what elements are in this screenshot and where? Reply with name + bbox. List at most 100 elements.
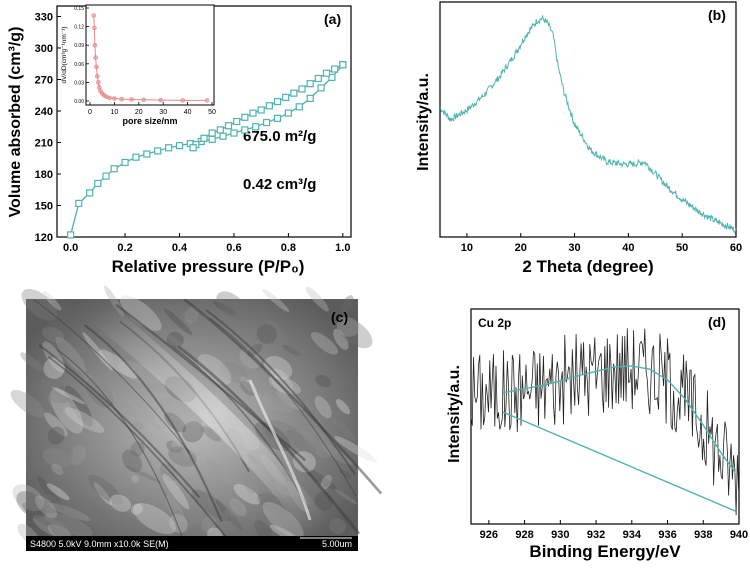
sem-particle: [164, 412, 187, 433]
panel-d-series-label: Cu 2p: [478, 316, 511, 330]
panel-a-point-adsorption: [295, 103, 303, 111]
inset-xlabel: pore size/nm: [122, 116, 177, 126]
sem-particle: [50, 388, 84, 434]
sem-particle: [292, 451, 316, 473]
panel-a-point-adsorption: [110, 165, 118, 173]
inset-point: [92, 42, 98, 48]
sem-particle: [124, 465, 162, 484]
sem-particle: [109, 494, 132, 512]
panel-a-xtick-label: 0.2: [117, 242, 132, 254]
panel-a-point-adsorption: [273, 114, 282, 122]
sem-particle: [244, 478, 259, 494]
sem-particle: [36, 475, 65, 511]
sem-crack: [115, 303, 306, 462]
sem-particle: [224, 503, 239, 518]
panel-d-xtick-label: 936: [658, 529, 676, 541]
sem-particle: [16, 491, 46, 519]
sem-particle: [133, 503, 176, 535]
sem-particle: [276, 388, 305, 410]
panel-a-point-adsorption: [241, 126, 249, 134]
panel-d-xtick-label: 926: [480, 529, 498, 541]
sem-particle: [59, 448, 74, 467]
sem-particle: [163, 308, 193, 336]
sem-scale-label: 5.00um: [322, 539, 352, 549]
panel-a-point-adsorption: [86, 189, 94, 197]
sem-particle: [46, 483, 70, 501]
panel-a-xtick-label: 1.0: [335, 242, 350, 254]
inset-point: [96, 85, 102, 90]
sem-particle: [104, 285, 124, 317]
panel-b-xrd: (b) 2 Theta (degree) Intensity/a.u. 10 20…: [415, 1, 742, 276]
panel-a-point-adsorption: [306, 94, 314, 103]
sem-crack: [47, 355, 231, 542]
sem-particle: [250, 392, 293, 413]
inset-ylabel: dV/dD(cm³g⁻¹nm⁻¹): [61, 26, 68, 83]
sem-particle: [147, 417, 161, 433]
sem-particle: [305, 286, 329, 312]
panel-a-point-desorption: [257, 106, 265, 114]
sem-crack: [205, 309, 356, 476]
sem-particle: [48, 503, 91, 521]
sem-particle: [87, 474, 123, 505]
sem-particle: [281, 344, 301, 356]
sem-caption: S4800 5.0kV 9.0mm x10.0k SE(M): [30, 539, 169, 549]
sem-crack: [183, 298, 383, 495]
inset-point: [119, 96, 125, 102]
panel-d-label: (d): [708, 314, 726, 330]
panel-d-xtick-label: 930: [551, 529, 569, 541]
sem-particle: [166, 440, 183, 453]
sem-particle: [219, 361, 249, 384]
panel-b-series-xrd: [439, 14, 737, 235]
panel-a-point-adsorption: [143, 150, 151, 158]
sem-particle: [333, 328, 349, 350]
panel-d-xtick-label: 934: [623, 529, 642, 541]
sem-crack: [33, 298, 190, 454]
sem-particle: [47, 393, 63, 411]
sem-particle: [99, 349, 138, 379]
panel-b-xtick-label: 30: [568, 242, 580, 254]
sem-particle: [320, 474, 332, 490]
panel-d-series-baseline: [502, 411, 736, 512]
panel-a-point-adsorption: [263, 118, 271, 127]
panel-a-point-adsorption: [284, 109, 292, 117]
panel-a-point-desorption: [216, 126, 224, 134]
sem-particle: [184, 306, 199, 324]
sem-crack: [84, 324, 223, 523]
panel-b-xlabel: 2 Theta (degree): [522, 257, 653, 276]
sem-particle: [130, 441, 145, 457]
inset-point: [141, 97, 146, 103]
panel-a-point-desorption: [200, 134, 208, 142]
sem-particle: [329, 518, 346, 535]
sem-particle: [33, 514, 71, 539]
panel-a-point-adsorption: [102, 172, 110, 180]
panel-a-pore-volume: 0.42 cm³/g: [243, 176, 316, 193]
panel-a-point-desorption: [189, 144, 197, 152]
panel-a-point-desorption: [331, 65, 339, 73]
panel-a-point-desorption: [314, 74, 322, 83]
sem-particle: [197, 354, 232, 385]
sem-particle: [43, 357, 65, 380]
panel-a-xtick-label: 0.8: [281, 242, 296, 254]
inset-ytick-label: 0.09: [74, 43, 84, 49]
panel-a-ytick-label: 300: [35, 43, 53, 55]
inset-ytick-label: 0.00: [74, 99, 84, 105]
sem-crack: [177, 345, 361, 535]
sem-particle: [38, 310, 68, 337]
sem-particle: [119, 295, 162, 331]
sem-particle: [39, 378, 71, 404]
inset-point: [95, 80, 101, 85]
inset-xtick-label: 10: [111, 109, 119, 116]
sem-particle: [130, 503, 143, 515]
panel-a-ylabel: Volume absorbed (cm³/g): [7, 27, 24, 218]
sem-particle: [47, 524, 72, 540]
panel-a-point-desorption: [298, 85, 306, 93]
sem-particle: [336, 316, 360, 337]
panel-a-ytick-label: 240: [35, 106, 53, 118]
sem-particle: [10, 389, 46, 418]
inset-point: [129, 97, 134, 102]
inset-point: [158, 97, 164, 103]
sem-particle: [334, 488, 358, 505]
panel-b-xtick-label: 60: [730, 242, 742, 254]
panel-a-isotherm: (a) 675.0 m²/g 0.42 cm³/g Relative press…: [7, 4, 352, 276]
